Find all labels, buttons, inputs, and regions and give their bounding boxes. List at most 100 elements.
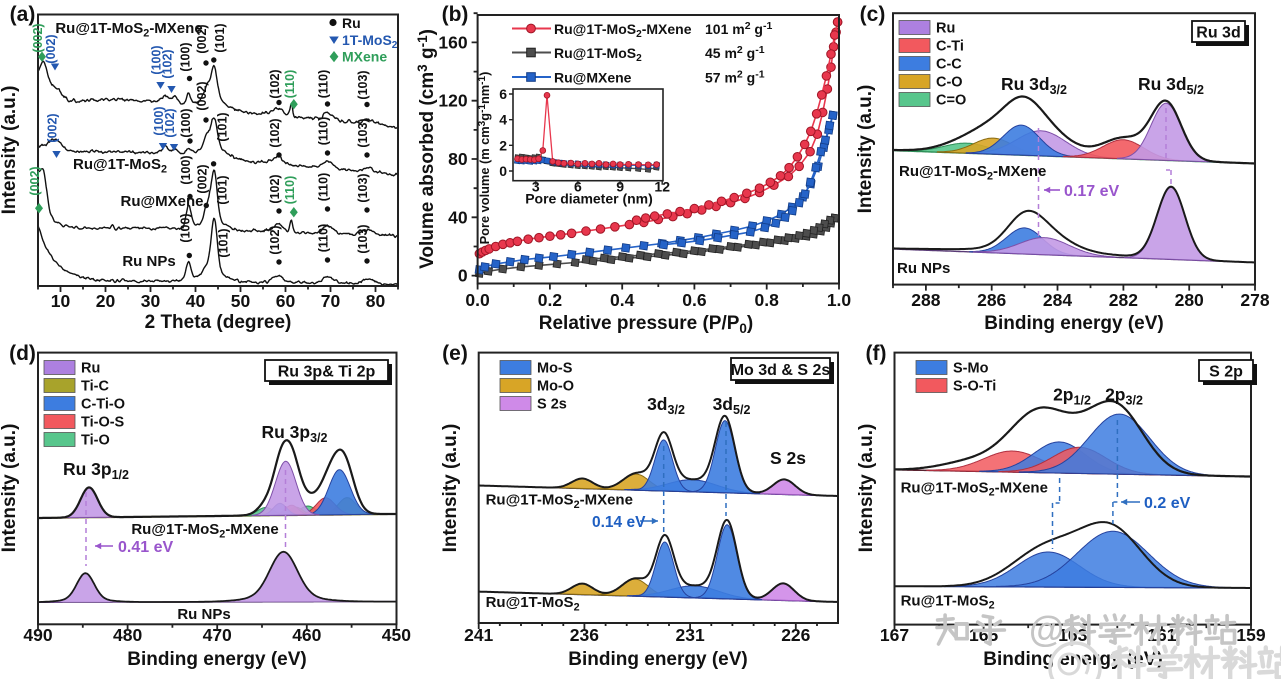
svg-text:(101): (101) bbox=[213, 23, 227, 52]
svg-text:Ru@1T-MoS2-MXene: Ru@1T-MoS2-MXene bbox=[131, 521, 278, 540]
svg-text:Binding energy (eV): Binding energy (eV) bbox=[568, 649, 747, 670]
svg-text:40: 40 bbox=[448, 207, 468, 227]
svg-text:80: 80 bbox=[366, 291, 386, 311]
svg-text:Intensity (a.u.): Intensity (a.u.) bbox=[856, 424, 877, 553]
svg-text:C-Ti: C-Ti bbox=[936, 38, 964, 54]
svg-text:0.14 eV: 0.14 eV bbox=[592, 514, 646, 531]
svg-text:Ru NPs: Ru NPs bbox=[897, 260, 950, 277]
svg-text:Ru@1T-MoS2-MXene: Ru@1T-MoS2-MXene bbox=[901, 479, 1048, 498]
svg-text:Relative pressure (P/P0): Relative pressure (P/P0) bbox=[539, 313, 754, 336]
svg-text:40: 40 bbox=[186, 291, 206, 311]
svg-text:0.2: 0.2 bbox=[538, 290, 563, 310]
svg-text:Ru@1T-MoS2-MXene: Ru@1T-MoS2-MXene bbox=[554, 21, 692, 40]
svg-text:Ru NPs: Ru NPs bbox=[122, 253, 175, 270]
svg-text:(a): (a) bbox=[10, 3, 36, 26]
svg-text:(102): (102) bbox=[268, 118, 282, 147]
svg-text:6: 6 bbox=[499, 86, 507, 102]
svg-text:1T-MoS2: 1T-MoS2 bbox=[342, 32, 398, 51]
svg-text:(100): (100) bbox=[178, 213, 192, 242]
svg-text:50: 50 bbox=[231, 291, 251, 311]
svg-text:(101): (101) bbox=[216, 175, 230, 204]
svg-text:C-O: C-O bbox=[936, 74, 963, 90]
svg-text:Mo-S: Mo-S bbox=[537, 360, 573, 376]
svg-text:(002): (002) bbox=[46, 113, 60, 142]
svg-text:45 m2 g-1: 45 m2 g-1 bbox=[705, 44, 765, 61]
svg-text:(100): (100) bbox=[152, 106, 166, 135]
svg-text:2 Theta (degree): 2 Theta (degree) bbox=[145, 312, 292, 333]
svg-text:(e): (e) bbox=[442, 342, 468, 365]
svg-text:Mo 3d & S 2s: Mo 3d & S 2s bbox=[731, 362, 831, 379]
svg-text:(103): (103) bbox=[356, 70, 370, 99]
svg-text:286: 286 bbox=[977, 290, 1006, 310]
svg-text:(101): (101) bbox=[216, 112, 230, 141]
svg-text:(110): (110) bbox=[283, 176, 297, 205]
svg-text:@: @ bbox=[1029, 609, 1064, 650]
svg-text:4: 4 bbox=[499, 112, 507, 128]
svg-text:Ru@1T-MoS2: Ru@1T-MoS2 bbox=[486, 594, 580, 613]
svg-text:0.0: 0.0 bbox=[465, 290, 490, 310]
svg-text:0.17 eV: 0.17 eV bbox=[1064, 183, 1119, 200]
svg-text:(101): (101) bbox=[217, 228, 231, 257]
svg-text:(102): (102) bbox=[268, 225, 282, 254]
svg-text:Intensity (a.u.): Intensity (a.u.) bbox=[440, 424, 461, 553]
svg-text:288: 288 bbox=[911, 290, 940, 310]
svg-text:Ru@1T-MoS2: Ru@1T-MoS2 bbox=[901, 592, 995, 611]
svg-text:0.41 eV: 0.41 eV bbox=[118, 539, 173, 556]
svg-text:S-O-Ti: S-O-Ti bbox=[953, 378, 996, 394]
svg-text:278: 278 bbox=[1240, 290, 1269, 310]
svg-text:30: 30 bbox=[141, 291, 161, 311]
svg-text:Volume absorbed (cm3 g-1): Volume absorbed (cm3 g-1) bbox=[415, 29, 438, 269]
svg-text:(002): (002) bbox=[195, 164, 209, 193]
svg-text:241: 241 bbox=[464, 625, 493, 645]
svg-text:(b): (b) bbox=[442, 3, 469, 26]
svg-text:Intensity (a.u.): Intensity (a.u.) bbox=[855, 85, 876, 214]
svg-text:Pore volume (m cm3g-1nm-1): Pore volume (m cm3g-1nm-1) bbox=[477, 72, 492, 245]
svg-text:C-C: C-C bbox=[936, 56, 962, 72]
svg-text:Ru@1T-MoS2-MXene: Ru@1T-MoS2-MXene bbox=[55, 20, 202, 39]
svg-text:(002): (002) bbox=[31, 23, 45, 52]
svg-text:60: 60 bbox=[276, 291, 296, 311]
svg-text:12: 12 bbox=[654, 179, 670, 195]
svg-text:6: 6 bbox=[574, 179, 582, 195]
svg-text:S 2p: S 2p bbox=[1209, 363, 1243, 380]
svg-text:(110): (110) bbox=[283, 70, 297, 99]
svg-text:(103): (103) bbox=[356, 118, 370, 147]
svg-text:57 m2 g-1: 57 m2 g-1 bbox=[705, 69, 765, 86]
svg-text:167: 167 bbox=[880, 625, 909, 645]
svg-text:(110): (110) bbox=[317, 70, 331, 99]
svg-text:Ru 3p& Ti 2p: Ru 3p& Ti 2p bbox=[278, 363, 376, 380]
svg-text:(110): (110) bbox=[317, 224, 331, 253]
svg-text:S 2s: S 2s bbox=[770, 448, 806, 468]
svg-text:460: 460 bbox=[292, 625, 321, 645]
svg-text:159: 159 bbox=[1236, 625, 1265, 645]
svg-text:9: 9 bbox=[616, 179, 624, 195]
svg-text:Mo-O: Mo-O bbox=[537, 378, 574, 394]
svg-text:450: 450 bbox=[382, 625, 411, 645]
svg-text:C-Ti-O: C-Ti-O bbox=[81, 396, 125, 412]
svg-text:Ti-C: Ti-C bbox=[81, 378, 109, 394]
svg-text:0.2 eV: 0.2 eV bbox=[1144, 495, 1191, 512]
svg-text:(100): (100) bbox=[179, 42, 193, 71]
svg-text:(110): (110) bbox=[317, 173, 331, 202]
svg-text:C=O: C=O bbox=[936, 92, 966, 108]
svg-text:(102): (102) bbox=[268, 69, 282, 98]
svg-text:Ru: Ru bbox=[936, 20, 955, 36]
svg-text:226: 226 bbox=[781, 625, 810, 645]
svg-text:Intensity (a.u.): Intensity (a.u.) bbox=[0, 424, 20, 553]
svg-text:2: 2 bbox=[499, 137, 507, 153]
svg-text:(102): (102) bbox=[268, 174, 282, 203]
svg-text:Ru@1T-MoS2: Ru@1T-MoS2 bbox=[554, 45, 642, 64]
svg-text:10: 10 bbox=[51, 291, 71, 311]
svg-text:(c): (c) bbox=[860, 3, 886, 26]
svg-text:280: 280 bbox=[1175, 290, 1204, 310]
svg-text:Intensity (a.u.): Intensity (a.u.) bbox=[0, 86, 20, 215]
svg-text:(d): (d) bbox=[9, 342, 36, 365]
svg-text:80: 80 bbox=[448, 149, 468, 169]
svg-text:Ru 3d: Ru 3d bbox=[1196, 24, 1240, 41]
svg-text:Pore diameter (nm): Pore diameter (nm) bbox=[525, 191, 653, 207]
svg-text:(f): (f) bbox=[866, 342, 887, 365]
svg-text:(002): (002) bbox=[195, 24, 209, 53]
svg-text:Ru@1T-MoS2-MXene: Ru@1T-MoS2-MXene bbox=[899, 163, 1046, 182]
svg-text:101 m2 g-1: 101 m2 g-1 bbox=[705, 20, 772, 37]
svg-text:S-Mo: S-Mo bbox=[953, 360, 989, 376]
